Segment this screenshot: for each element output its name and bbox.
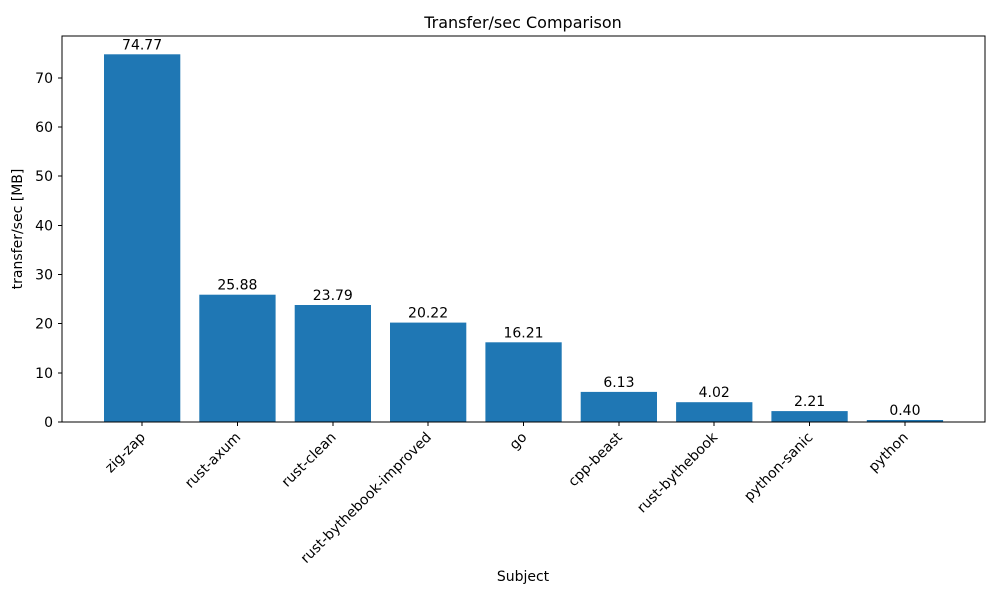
bar-value-label: 25.88 bbox=[217, 278, 257, 294]
bar-rust-bythebook bbox=[676, 402, 753, 422]
y-tick-label: 0 bbox=[44, 415, 53, 431]
bar-cpp-beast bbox=[580, 391, 657, 422]
bar-value-label: 74.77 bbox=[122, 37, 162, 53]
bars-group bbox=[104, 54, 944, 423]
bar-zig-zap bbox=[104, 54, 181, 423]
bar-python-sanic bbox=[771, 411, 848, 422]
bar-value-label: 0.40 bbox=[889, 403, 920, 419]
bar-rust-bythebook-improved bbox=[390, 322, 467, 422]
chart-title: Transfer/sec Comparison bbox=[423, 13, 622, 32]
bar-rust-clean bbox=[294, 305, 371, 422]
x-axis-label: Subject bbox=[497, 569, 550, 585]
bar-value-label: 20.22 bbox=[408, 306, 448, 322]
y-tick-label: 10 bbox=[35, 366, 53, 382]
y-tick-label: 60 bbox=[35, 120, 53, 136]
bar-value-label: 23.79 bbox=[313, 288, 353, 304]
value-labels-group: 74.77 25.88 23.79 20.22 16.21 6.13 4.02 2.21 0.4… bbox=[122, 37, 920, 419]
y-tick-label: 30 bbox=[35, 268, 53, 284]
bar-rust-axum bbox=[199, 294, 276, 422]
plot-frame bbox=[61, 35, 986, 423]
y-tick-label: 50 bbox=[35, 169, 53, 185]
y-axis-ticks-group: 0 10 20 30 40 50 60 70 bbox=[35, 71, 62, 431]
y-tick-label: 40 bbox=[35, 218, 53, 234]
bar-python bbox=[866, 420, 944, 422]
y-tick-label: 70 bbox=[35, 71, 53, 87]
bar-value-label: 16.21 bbox=[503, 325, 543, 341]
bar-value-label: 6.13 bbox=[603, 375, 634, 391]
y-axis-label: transfer/sec [MB] bbox=[10, 169, 26, 290]
y-tick-label: 20 bbox=[35, 317, 53, 333]
bar-value-label: 4.02 bbox=[699, 385, 730, 401]
bar-value-label: 2.21 bbox=[794, 394, 825, 410]
bar-go bbox=[485, 342, 562, 422]
